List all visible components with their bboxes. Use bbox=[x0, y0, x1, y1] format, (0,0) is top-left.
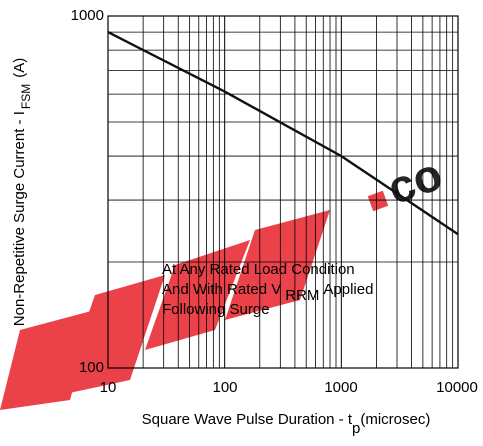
x-tick-label-10: 10 bbox=[100, 379, 117, 396]
surge-current-series-line bbox=[107, 31, 459, 236]
y-tick-label-100: 100 bbox=[79, 359, 104, 376]
x-tick-label-10000: 10000 bbox=[436, 379, 478, 396]
x-axis-label: Square Wave Pulse Duration - tp(microsec… bbox=[142, 411, 431, 437]
x-tick-label-100: 100 bbox=[212, 379, 237, 396]
y-tick-label-1000: 1000 bbox=[71, 7, 104, 24]
plot-frame bbox=[107, 15, 459, 369]
annotation-line-2: And With Rated V RRM Applied bbox=[162, 281, 373, 304]
edn-watermark-logo: co bbox=[0, 147, 449, 410]
series-layer bbox=[107, 31, 459, 236]
annotation-line-1: At Any Rated Load Condition bbox=[162, 261, 355, 278]
annotation-box: At Any Rated Load Condition And With Rat… bbox=[162, 261, 373, 318]
y-axis-label: Non-Repetitive Surge Current - IFSM(A) bbox=[11, 58, 33, 326]
annotation-line-3: Following Surge bbox=[162, 301, 270, 318]
x-tick-label-1000: 1000 bbox=[324, 379, 357, 396]
